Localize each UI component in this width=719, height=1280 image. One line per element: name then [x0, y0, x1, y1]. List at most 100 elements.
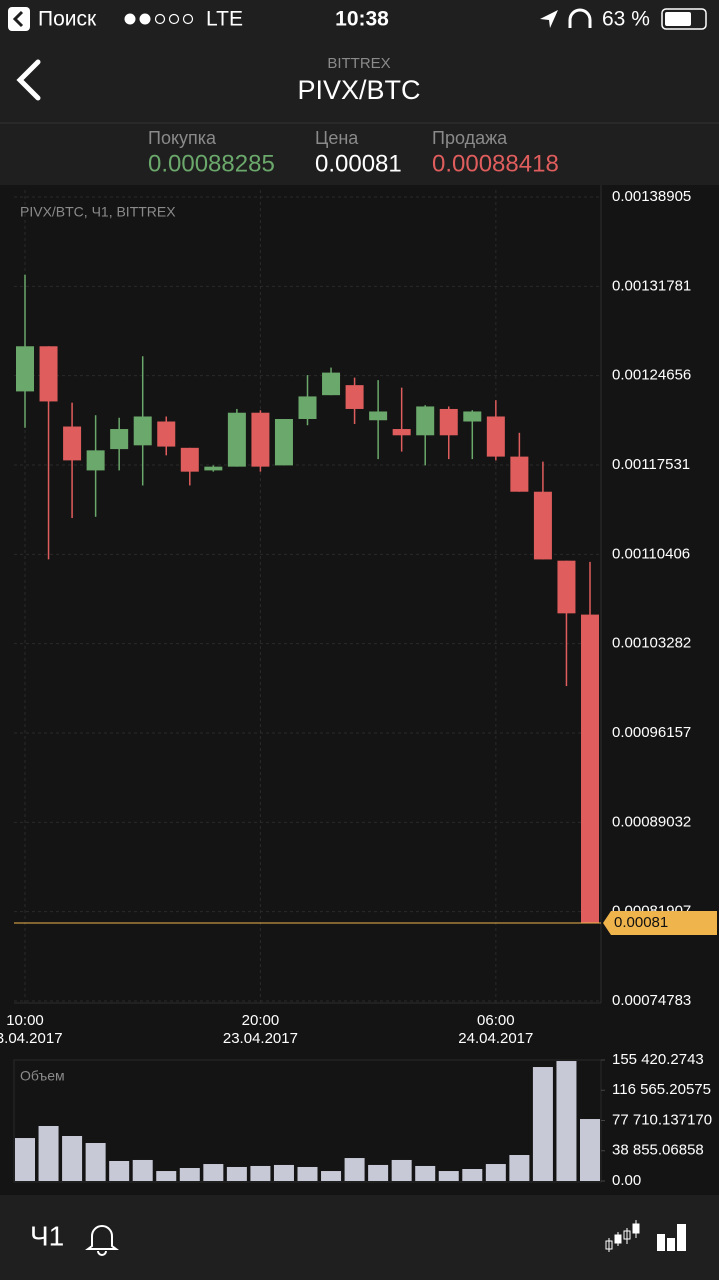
candle-body — [86, 450, 105, 471]
y-tick-label: 0.00074783 — [612, 992, 691, 1009]
volume-bar — [368, 1164, 389, 1181]
candle-body — [369, 411, 388, 421]
candle-body — [157, 421, 176, 447]
back-app-icon[interactable] — [8, 7, 30, 31]
pair-title: PIVX/BTC — [297, 75, 420, 105]
candle-body — [110, 429, 129, 450]
clock: 10:38 — [335, 8, 389, 31]
chart-title: PIVX/BTC, Ч1, BITTREX — [20, 204, 176, 220]
y-tick-label: 0.00103282 — [612, 635, 691, 652]
candle-body — [274, 418, 293, 466]
volume-bar — [344, 1158, 365, 1181]
candle-body — [204, 466, 223, 471]
volume-bar — [297, 1166, 318, 1181]
last-price-tag — [603, 911, 717, 936]
y-tick-label: 0.00117531 — [612, 456, 690, 473]
volume-bar — [415, 1165, 436, 1181]
volume-bar — [532, 1067, 553, 1181]
bid-label: Покупка — [148, 128, 217, 148]
volume-bar — [132, 1159, 153, 1181]
volume-bar — [226, 1166, 247, 1181]
exchange-name: BITTREX — [327, 55, 390, 72]
headphones-icon — [568, 8, 592, 28]
volume-button[interactable] — [657, 1224, 686, 1251]
x-tick-label: 10:00 — [6, 1012, 44, 1029]
volume-bar — [203, 1164, 224, 1181]
back-app-label[interactable]: Поиск — [38, 8, 97, 31]
y-tick-label: 116 565.20575 — [612, 1081, 711, 1098]
volume-bar — [556, 1061, 577, 1181]
x-tick-date: 24.04.2017 — [458, 1030, 533, 1047]
network: LTE — [206, 8, 243, 31]
candle-body — [133, 416, 152, 446]
volume-title: Объем — [20, 1068, 65, 1084]
volume-bar — [580, 1119, 600, 1181]
volume-bar — [85, 1143, 106, 1181]
x-tick-label: 06:00 — [477, 1012, 515, 1029]
candle-body — [557, 560, 576, 614]
x-tick-date: 23.04.2017 — [0, 1030, 63, 1047]
y-tick-label: 155 420.2743 — [612, 1051, 704, 1068]
candle-body — [533, 491, 552, 560]
volume-bar — [391, 1159, 412, 1181]
candle-body — [251, 412, 270, 467]
x-tick-label: 20:00 — [242, 1012, 280, 1029]
candle-body — [510, 456, 529, 492]
volume-bar — [485, 1164, 506, 1181]
candle-body — [486, 416, 505, 457]
candle-body — [63, 426, 82, 461]
interval-button[interactable]: Ч1 — [30, 1220, 64, 1251]
location-icon — [540, 10, 558, 28]
y-tick-label: 0.00 — [612, 1172, 641, 1189]
last-price-label: 0.00081 — [614, 914, 668, 931]
back-app-chevron — [12, 10, 24, 28]
candle-body — [322, 372, 341, 396]
y-tick-label: 0.00089032 — [612, 813, 691, 830]
candle-body — [581, 614, 599, 924]
volume-bar — [109, 1160, 130, 1181]
y-tick-label: 0.00110406 — [612, 545, 690, 562]
volume-bar — [62, 1136, 83, 1181]
volume-bar — [15, 1138, 35, 1181]
y-tick-label: 0.00138905 — [612, 188, 691, 205]
y-tick-label: 77 710.137170 — [612, 1111, 712, 1128]
candle-body — [392, 429, 411, 436]
candle-body — [227, 412, 246, 467]
volume-bar — [179, 1167, 200, 1181]
candle-body — [345, 385, 364, 409]
bid-value: 0.00088285 — [148, 150, 275, 177]
back-button[interactable] — [16, 59, 41, 101]
plot: 0.000747830.000819070.000890320.00096157… — [0, 188, 717, 1189]
y-tick-label: 0.00096157 — [612, 724, 691, 741]
y-tick-label: 0.00124656 — [612, 367, 691, 384]
ask-value: 0.00088418 — [432, 150, 559, 177]
chart-panel — [0, 185, 719, 1195]
alert-button[interactable] — [85, 1225, 119, 1256]
price-value: 0.00081 — [315, 150, 402, 177]
price-label: Цена — [315, 128, 359, 148]
candle-body — [439, 408, 458, 436]
volume-bar — [462, 1169, 483, 1181]
volume-bar — [438, 1171, 459, 1181]
candle-body — [180, 447, 199, 472]
y-tick-label: 38 855.06858 — [612, 1142, 704, 1159]
candle-body — [298, 396, 317, 419]
volume-bar — [273, 1164, 294, 1181]
signal-dots — [124, 13, 194, 25]
candle-body — [16, 346, 34, 392]
y-tick-label: 0.00131781 — [612, 277, 691, 294]
candle-body — [39, 346, 58, 402]
candle-body — [416, 406, 435, 436]
battery-label: 63 % — [602, 8, 650, 31]
volume-bar — [321, 1171, 342, 1181]
candles-button[interactable] — [605, 1220, 640, 1252]
battery-level — [665, 12, 691, 26]
candle-body — [463, 411, 482, 422]
volume-bar — [38, 1125, 59, 1181]
volume-bar — [509, 1154, 530, 1181]
x-tick-date: 23.04.2017 — [223, 1030, 298, 1047]
volume-bar — [250, 1165, 271, 1181]
ask-label: Продажа — [432, 128, 508, 148]
